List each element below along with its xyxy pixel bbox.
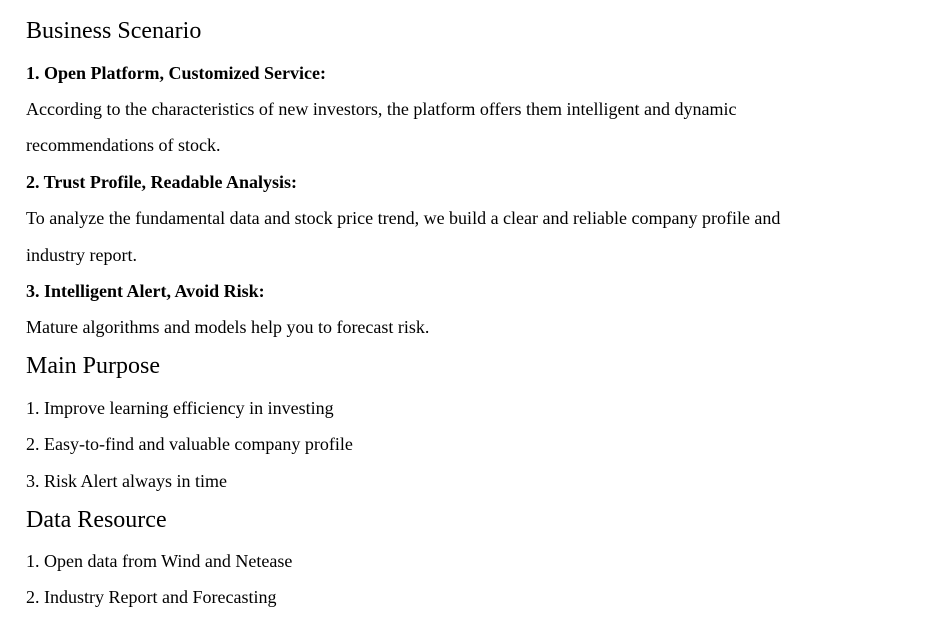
scenario-heading-2: 2. Trust Profile, Readable Analysis: bbox=[26, 172, 298, 192]
scenario-text-2-line-1: To analyze the fundamental data and stoc… bbox=[26, 208, 781, 228]
resource-item-1: 1. Open data from Wind and Netease bbox=[26, 551, 293, 571]
purpose-item-3: 3. Risk Alert always in time bbox=[26, 471, 227, 491]
section-title-data-resource: Data Resource bbox=[26, 507, 167, 533]
section-title-business-scenario: Business Scenario bbox=[26, 18, 202, 44]
resource-item-2: 2. Industry Report and Forecasting bbox=[26, 587, 277, 607]
section-title-main-purpose: Main Purpose bbox=[26, 353, 160, 379]
purpose-item-2: 2. Easy-to-find and valuable company pro… bbox=[26, 434, 353, 454]
scenario-heading-1: 1. Open Platform, Customized Service: bbox=[26, 63, 326, 83]
scenario-text-1-line-2: recommendations of stock. bbox=[26, 135, 221, 155]
scenario-text-1-line-1: According to the characteristics of new … bbox=[26, 99, 737, 119]
scenario-text-2-line-2: industry report. bbox=[26, 245, 137, 265]
scenario-text-3-line-1: Mature algorithms and models help you to… bbox=[26, 317, 430, 337]
scenario-heading-3: 3. Intelligent Alert, Avoid Risk: bbox=[26, 281, 265, 301]
purpose-item-1: 1. Improve learning efficiency in invest… bbox=[26, 398, 334, 418]
